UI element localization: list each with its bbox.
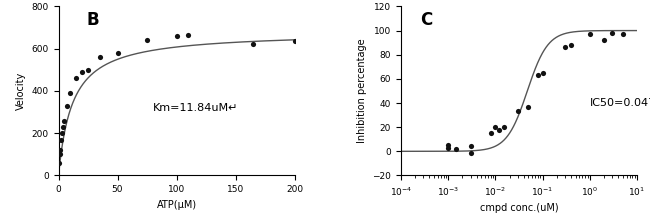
X-axis label: ATP(μM): ATP(μM) [157,200,196,210]
Y-axis label: Inhibition percentage: Inhibition percentage [357,39,367,143]
Point [62,104,72,107]
Point [513,110,523,113]
Point [57,131,67,135]
Point [443,144,453,147]
Text: IC50=0.04759μM: IC50=0.04759μM [590,98,650,108]
Point [65,91,75,95]
Y-axis label: Velocity: Velocity [16,72,26,110]
Point [607,31,618,35]
Point [83,68,93,71]
Text: C: C [420,12,432,30]
X-axis label: cmpd conc.(uM): cmpd conc.(uM) [480,203,558,213]
Point [523,105,534,108]
Point [451,147,462,151]
Point [77,70,87,74]
Point [486,131,496,135]
Point [55,149,66,152]
Point [71,77,81,80]
Point [465,151,476,154]
Point [289,40,300,43]
Point [560,46,570,49]
Point [566,43,576,47]
Point [443,146,453,149]
Point [112,51,123,55]
Point [95,55,105,59]
Point [183,33,194,37]
Point [59,119,70,122]
Point [54,161,64,165]
Point [172,34,182,38]
Point [56,138,66,141]
Point [58,125,68,129]
Text: B: B [87,12,99,30]
Point [618,33,628,36]
Point [599,39,609,42]
Point [533,74,543,77]
Point [499,125,509,129]
Text: Km=11.84uM↵: Km=11.84uM↵ [153,103,239,113]
Point [490,125,501,129]
Point [584,33,595,36]
Point [538,71,548,74]
Point [142,39,152,42]
Point [494,128,504,131]
Point [248,43,259,46]
Point [465,145,476,148]
Point [55,153,65,156]
